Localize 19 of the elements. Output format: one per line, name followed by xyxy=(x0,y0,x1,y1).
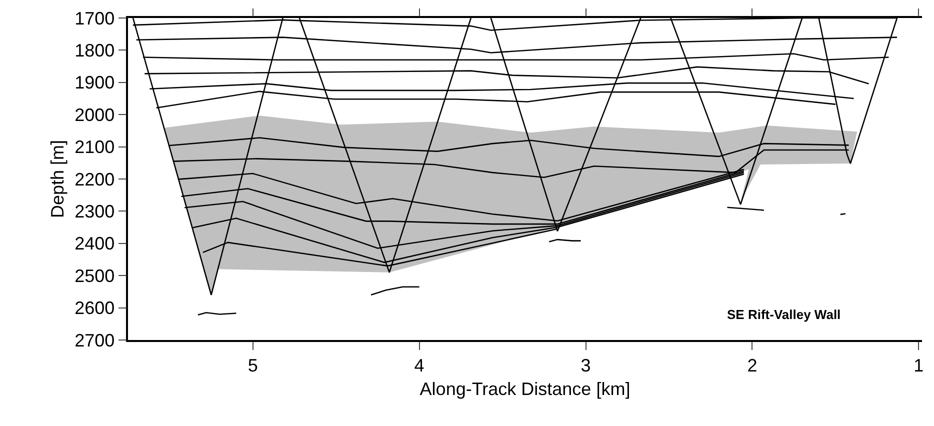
y-tick-label: 1700 xyxy=(74,8,115,28)
x-tick-label: 3 xyxy=(580,355,591,376)
x-tick-label: 4 xyxy=(414,355,424,376)
y-tick-label: 2000 xyxy=(74,104,115,125)
y-tick-label: 2500 xyxy=(74,266,115,286)
y-tick-label: 2700 xyxy=(74,330,115,350)
y-tick-label: 2200 xyxy=(74,169,115,190)
y-tick-label: 1800 xyxy=(74,40,115,60)
annotation: SE Rift-Valley Wall xyxy=(727,307,841,322)
y-tick-label: 2400 xyxy=(74,234,115,254)
y-axis-title: Depth [m] xyxy=(47,140,68,218)
x-axis-title: Along-Track Distance [km] xyxy=(420,378,630,399)
y-tick-label: 1900 xyxy=(74,72,115,93)
y-tick-label: 2600 xyxy=(74,298,115,318)
y-tick-label: 2100 xyxy=(74,137,115,158)
x-tick-label: 1 xyxy=(914,355,924,376)
y-tick-label: 2300 xyxy=(74,202,115,222)
x-tick-label: 2 xyxy=(747,355,758,376)
x-tick-label: 5 xyxy=(248,355,258,376)
